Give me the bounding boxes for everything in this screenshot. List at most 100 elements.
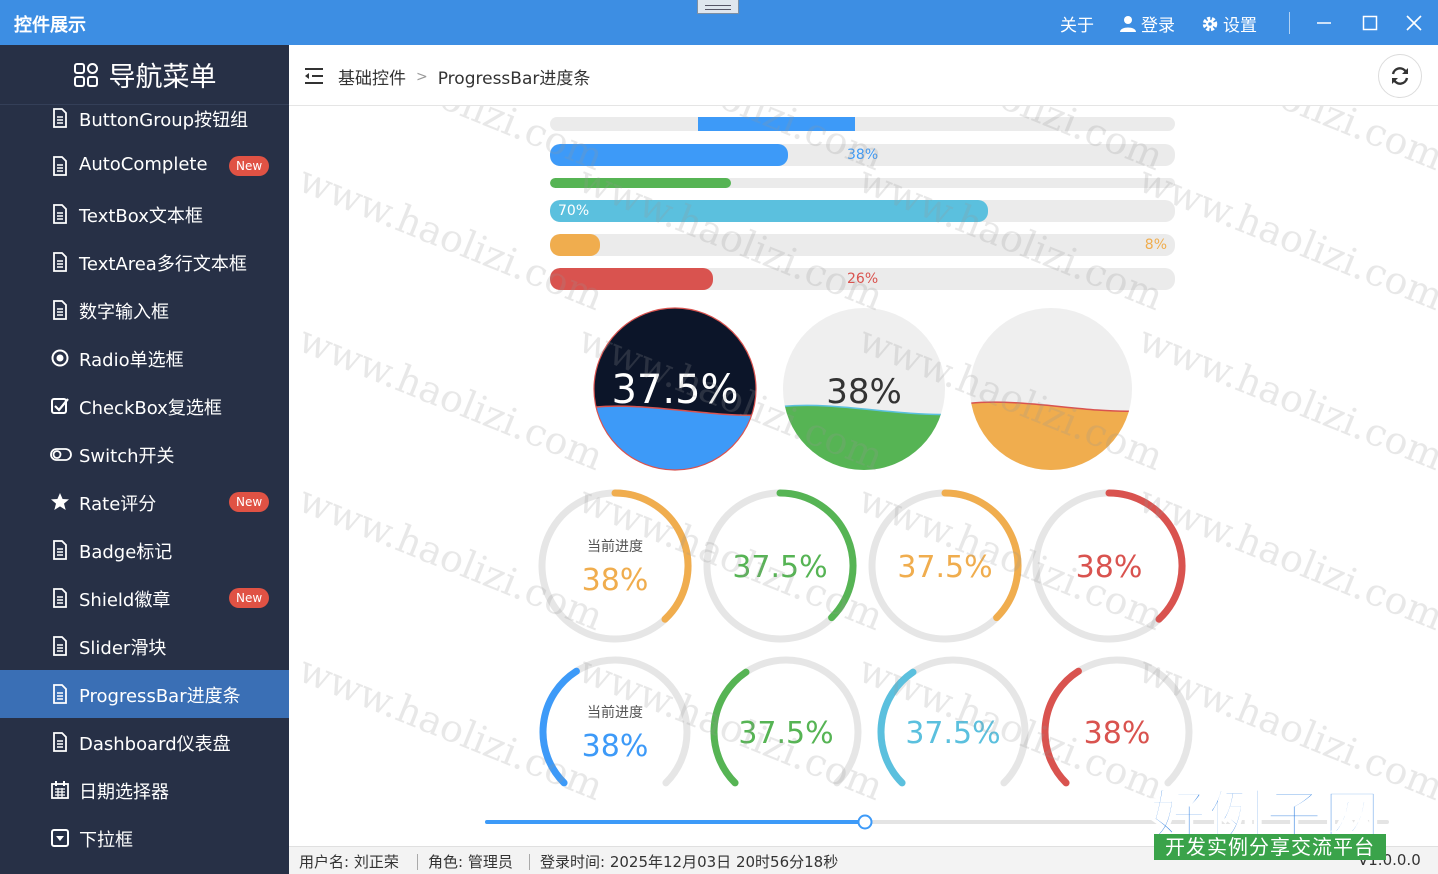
document-icon [50,108,70,128]
wave-line [594,405,756,417]
ring-value-text: 38% [582,563,649,598]
maximize-button[interactable] [1355,8,1385,38]
new-badge: New [229,588,270,608]
progress-bar [550,117,1175,131]
status-login-time: 登录时间: 2025年12月03日 20时56分18秒 [540,853,839,871]
maximize-icon [1362,15,1378,31]
new-badge: New [229,156,270,176]
wave-line [783,404,945,416]
sidebar-item[interactable]: ProgressBar进度条 [0,670,289,718]
about-label: 关于 [1060,16,1094,36]
progress-bar [550,178,1175,188]
status-divider [529,854,530,870]
slider[interactable] [485,814,1389,830]
sidebar-item[interactable]: Radio单选框 [0,334,289,382]
wave-progress-text: 38% [826,372,902,412]
titlebar-divider [1289,12,1290,34]
sidebar-item[interactable]: Dashboard仪表盘 [0,718,289,766]
sidebar-item-label: ButtonGroup按钮组 [79,110,249,131]
sidebar-item[interactable]: Badge标记 [0,526,289,574]
ring-fill [1105,489,1186,623]
ring-value-text: 38% [1084,716,1151,751]
sidebar-item[interactable]: ButtonGroup按钮组 [0,94,289,142]
sidebar-item-label: Badge标记 [79,542,173,563]
progress-bar-text: 8% [1144,237,1167,253]
sidebar-item-label: Shield徽章 [79,590,171,611]
minimize-button[interactable] [1309,8,1339,38]
sidebar-item-label: 日期选择器 [79,782,169,803]
wave-fill [970,402,1132,470]
sidebar-item[interactable]: TextArea多行文本框 [0,238,289,286]
about-button[interactable]: 关于 [1060,11,1094,36]
wave-border [593,307,757,471]
sidebar-item[interactable]: 下拉框 [0,814,289,862]
ring-progress: 38% [1032,489,1186,643]
sidebar-item[interactable]: 日期选择器 [0,766,289,814]
wave-progress: 37.5% [593,307,757,471]
sidebar-item-label: Switch开关 [79,446,175,467]
document-icon [50,636,70,656]
ring-progress: 37.5% [710,656,862,787]
sidebar: 导航菜单 ButtonGroup按钮组 AutoComplete New TextBo… [0,45,289,874]
circular-progress-area: 37.5% 38% 当前进度 38% 37.5% 37.5% 38% 当前进度 38% 37.5%… [485,307,1389,830]
progress-bar: 8% [550,234,1175,256]
drag-handle[interactable] [697,0,739,14]
sidebar-item[interactable]: TextBox文本框 [0,190,289,238]
breadcrumb-root[interactable]: 基础控件 [338,69,406,89]
sidebar-item[interactable]: AutoComplete New [0,142,289,190]
ring-progress: 37.5% [868,489,1022,643]
ring-value-text: 37.5% [732,550,827,585]
progress-bar-text: 70% [558,203,590,219]
document-icon [50,540,70,560]
breadcrumb: 基础控件 > ProgressBar进度条 [338,64,590,90]
progress-bar-text: 38% [847,147,879,163]
title-bar: 控件展示 关于 登录 设置 [0,0,1438,45]
ring-value-text: 37.5% [897,550,992,585]
ring-progress: 当前进度 38% [539,656,691,787]
star-icon [50,492,70,512]
refresh-button[interactable] [1378,54,1422,98]
progress-bar: 38% [550,144,1175,166]
sidebar-item[interactable]: Rate评分 New [0,478,289,526]
sidebar-item[interactable]: 数字输入框 [0,286,289,334]
sidebar-item-label: AutoComplete [79,154,208,175]
login-button[interactable]: 登录 [1119,11,1175,36]
sidebar-item[interactable]: Switch开关 [0,430,289,478]
refresh-icon [1391,67,1409,85]
sidebar-item[interactable]: Slider滑块 [0,622,289,670]
progress-bar-fill [698,117,855,131]
logo-subtitle: 开发实例分享交流平台 [1154,834,1386,860]
ring-value-text: 38% [582,729,649,764]
settings-button[interactable]: 设置 [1201,11,1257,36]
ring-label: 当前进度 [587,704,643,721]
progress-bar: 26% [550,268,1175,290]
slider-handle[interactable] [857,814,873,830]
status-user: 用户名: 刘正荣 [299,853,399,871]
ring-fill [710,668,750,787]
gear-icon [1202,16,1218,31]
wave-progress-text: 37.5% [611,367,738,413]
status-divider [417,854,418,870]
wave-progress: 38% [783,308,945,470]
sidebar-item[interactable]: Shield徽章 New [0,574,289,622]
dropdown-icon [50,828,70,848]
sidebar-item-label: ProgressBar进度条 [79,686,241,707]
minimize-icon [1317,22,1331,24]
sidebar-item-label: TextBox文本框 [79,206,203,227]
progress-bar: 70% [550,200,1175,222]
ring-progress: 37.5% [877,656,1029,787]
sidebar-title: 导航菜单 [108,62,217,93]
menu-collapse-icon[interactable] [304,67,324,85]
checkbox-icon [50,396,70,416]
ring-fill [941,489,1022,622]
status-bar: 用户名: 刘正荣 角色: 管理员 登录时间: 2025年12月03日 20时56… [289,846,1438,874]
breadcrumb-separator-icon: > [416,68,428,85]
close-button[interactable] [1399,8,1429,38]
sidebar-item[interactable]: CheckBox复选框 [0,382,289,430]
close-icon [1406,15,1422,31]
sidebar-item-label: Slider滑块 [79,638,167,659]
ring-fill [776,489,857,622]
progress-bar-fill [550,200,988,222]
grid-icon [73,62,98,87]
progress-bar-fill [550,178,732,188]
